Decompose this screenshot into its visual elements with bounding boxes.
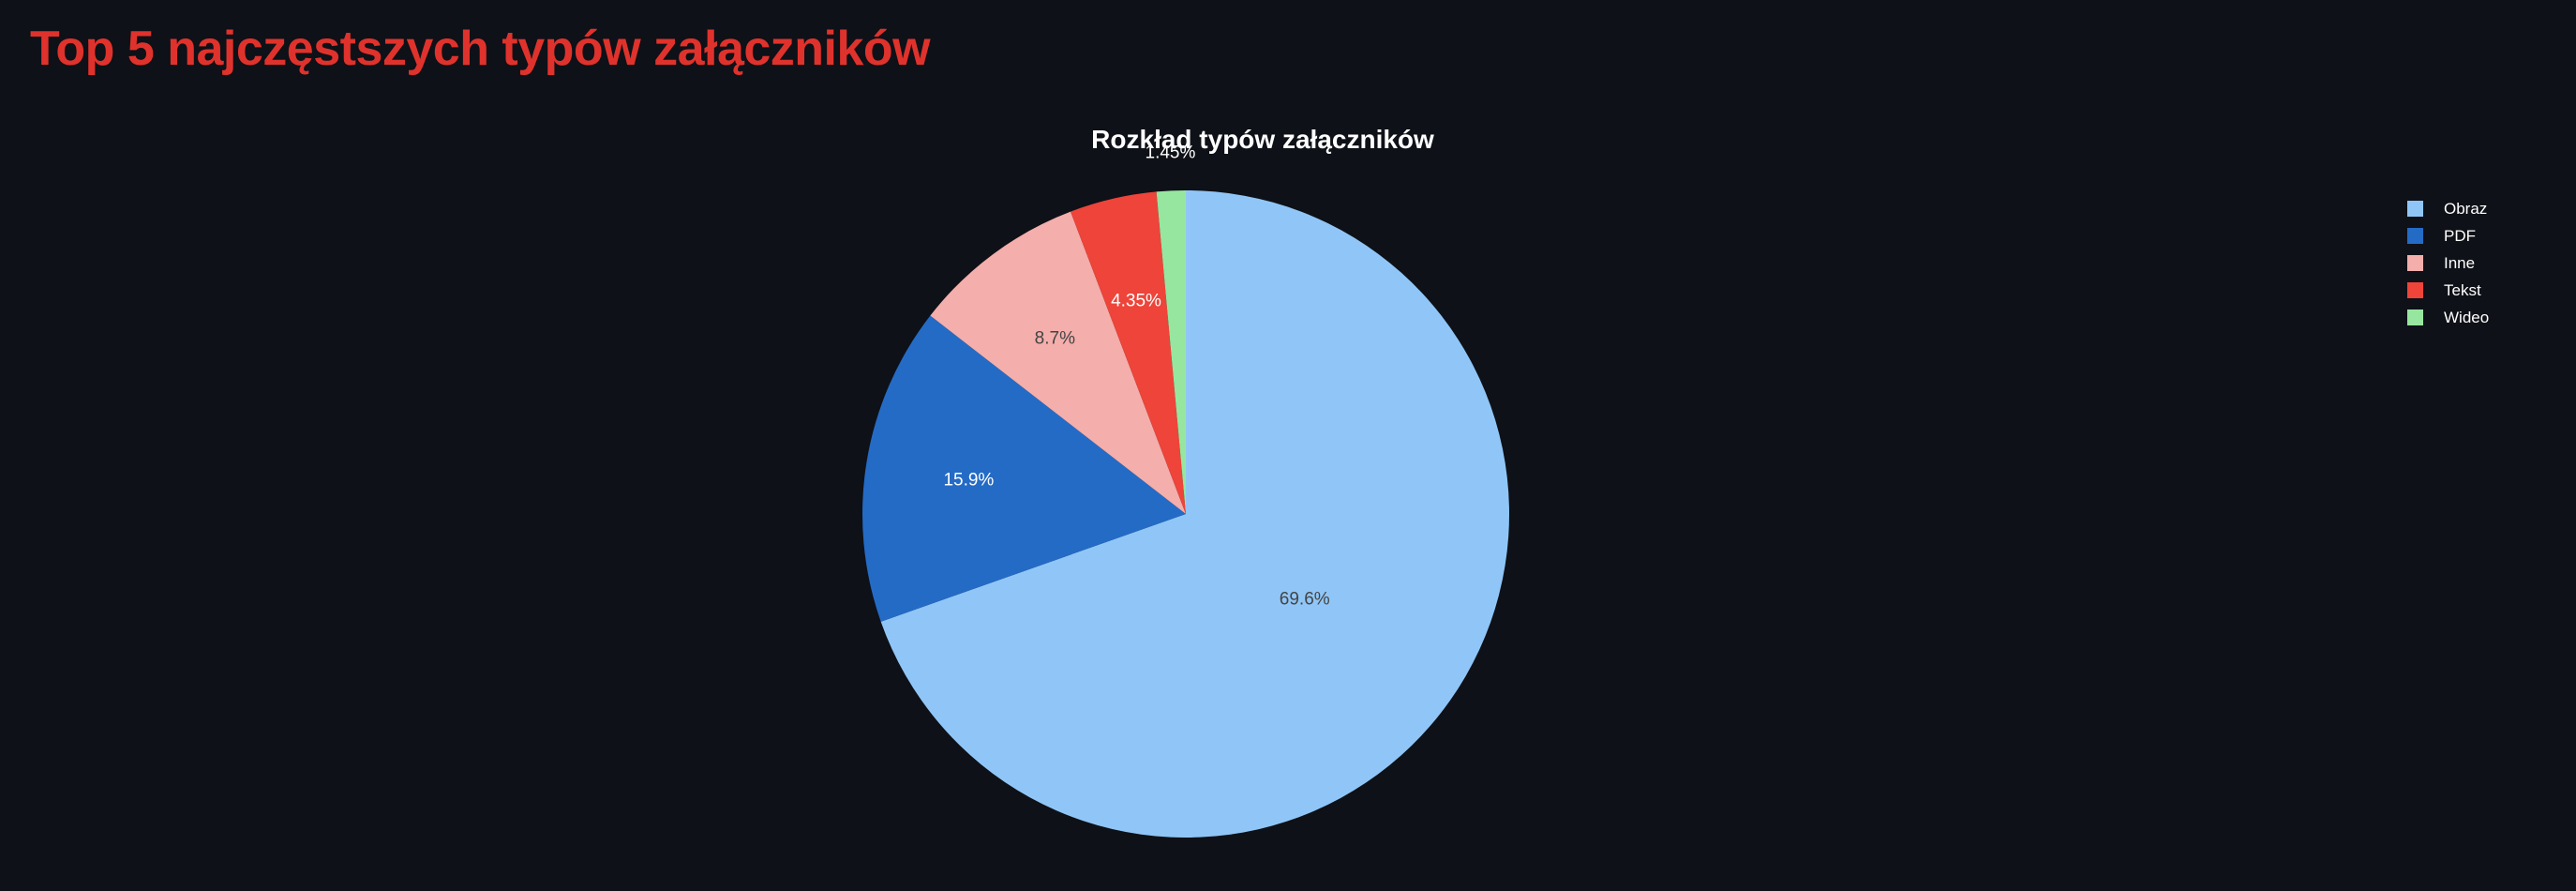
- legend-label-inne: Inne: [2444, 254, 2475, 272]
- pie-slice-wideo[interactable]: [1156, 190, 1186, 514]
- slice-label-obraz: 69.6%: [1280, 590, 1330, 610]
- slice-label-pdf: 15.9%: [943, 471, 994, 491]
- slice-label-inne: 8.7%: [1035, 329, 1075, 349]
- legend-label-tekst: Tekst: [2444, 281, 2481, 299]
- legend-swatch-inne: [2407, 255, 2423, 271]
- legend: Obraz PDF Inne Tekst Wideo: [2407, 200, 2489, 326]
- legend-item-wideo[interactable]: Wideo: [2407, 309, 2489, 326]
- legend-item-inne[interactable]: Inne: [2407, 254, 2475, 272]
- page-title: Top 5 najczęstszych typów załączników: [30, 22, 931, 76]
- legend-item-tekst[interactable]: Tekst: [2407, 281, 2481, 299]
- pie-slice-obraz[interactable]: [880, 190, 1509, 838]
- slice-label-wideo: 1.45%: [1146, 143, 1196, 162]
- legend-label-obraz: Obraz: [2444, 200, 2487, 218]
- legend-swatch-obraz: [2407, 201, 2423, 217]
- pie-slice-inne[interactable]: [930, 211, 1186, 515]
- legend-label-pdf: PDF: [2444, 227, 2476, 245]
- pie-slice-labels: 69.6% 15.9% 8.7% 4.35% 1.45%: [943, 143, 1329, 609]
- pie-slice-tekst[interactable]: [1071, 191, 1186, 514]
- legend-swatch-pdf: [2407, 228, 2423, 244]
- legend-item-obraz[interactable]: Obraz: [2407, 200, 2487, 218]
- pie-slice-pdf[interactable]: [862, 315, 1186, 622]
- legend-swatch-wideo: [2407, 310, 2423, 325]
- legend-item-pdf[interactable]: PDF: [2407, 227, 2476, 245]
- legend-label-wideo: Wideo: [2444, 309, 2489, 326]
- pie-slices: [862, 190, 1509, 838]
- legend-swatch-tekst: [2407, 282, 2423, 298]
- chart-title: Rozkład typów załączników: [1091, 125, 1434, 154]
- slice-label-tekst: 4.35%: [1111, 291, 1161, 310]
